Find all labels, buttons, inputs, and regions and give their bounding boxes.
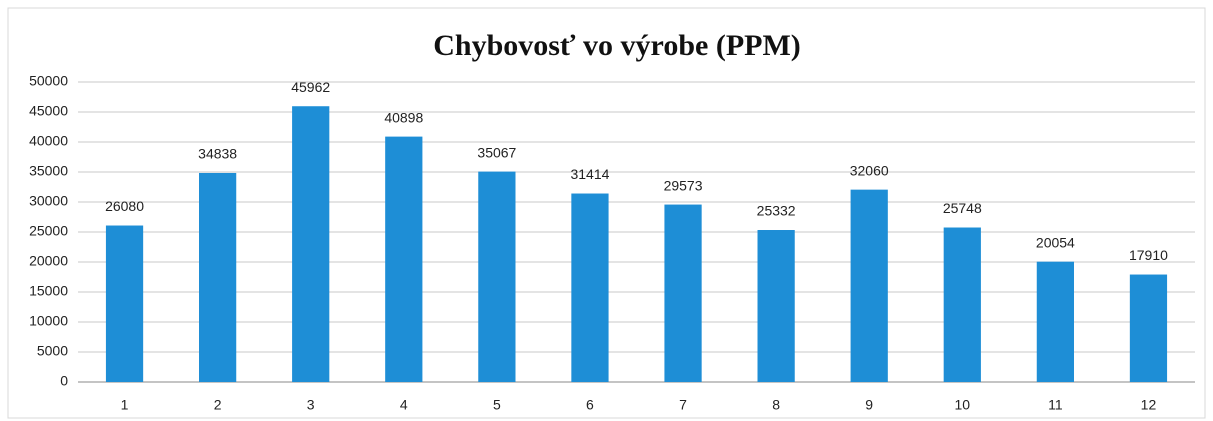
bar bbox=[1129, 274, 1168, 382]
bar bbox=[943, 227, 981, 382]
y-tick-label: 10000 bbox=[29, 313, 68, 329]
data-label: 25748 bbox=[943, 200, 982, 216]
x-tick-label: 7 bbox=[679, 397, 687, 413]
y-tick-label: 25000 bbox=[29, 223, 68, 239]
data-label: 34838 bbox=[198, 146, 237, 162]
chart-title: Chybovosť vo výrobe (PPM) bbox=[433, 29, 801, 62]
data-label: 26080 bbox=[105, 198, 144, 214]
x-tick-label: 10 bbox=[955, 397, 971, 413]
data-label: 25332 bbox=[757, 203, 796, 219]
x-tick-label: 9 bbox=[865, 397, 873, 413]
bar bbox=[757, 230, 795, 382]
x-tick-label: 1 bbox=[121, 397, 129, 413]
bar bbox=[385, 136, 423, 382]
y-tick-label: 40000 bbox=[29, 133, 68, 149]
y-tick-label: 35000 bbox=[29, 163, 68, 179]
data-label: 40898 bbox=[384, 109, 423, 125]
y-tick-label: 15000 bbox=[29, 283, 68, 299]
y-tick-label: 50000 bbox=[29, 73, 68, 89]
bar bbox=[199, 172, 237, 382]
data-label: 45962 bbox=[291, 79, 330, 95]
bar bbox=[664, 204, 702, 382]
data-label: 31414 bbox=[570, 166, 609, 182]
data-label: 32060 bbox=[850, 162, 889, 178]
x-tick-label: 6 bbox=[586, 397, 594, 413]
data-label: 35067 bbox=[477, 144, 516, 160]
x-tick-label: 3 bbox=[307, 397, 315, 413]
bar bbox=[292, 106, 330, 382]
y-tick-label: 20000 bbox=[29, 253, 68, 269]
x-tick-label: 2 bbox=[214, 397, 222, 413]
bar bbox=[478, 171, 516, 382]
y-tick-label: 0 bbox=[60, 373, 68, 389]
x-tick-label: 12 bbox=[1141, 397, 1157, 413]
x-tick-label: 5 bbox=[493, 397, 501, 413]
bar bbox=[105, 225, 144, 382]
bar bbox=[850, 189, 888, 382]
y-tick-label: 30000 bbox=[29, 193, 68, 209]
data-label: 17910 bbox=[1129, 247, 1168, 263]
x-tick-label: 11 bbox=[1048, 397, 1063, 413]
bar bbox=[1036, 261, 1074, 382]
x-tick-label: 8 bbox=[772, 397, 780, 413]
y-tick-label: 45000 bbox=[29, 103, 68, 119]
data-label: 29573 bbox=[664, 177, 703, 193]
x-tick-label: 4 bbox=[400, 397, 408, 413]
bar bbox=[571, 193, 609, 382]
data-label: 20054 bbox=[1036, 234, 1075, 250]
y-tick-label: 5000 bbox=[37, 343, 68, 359]
